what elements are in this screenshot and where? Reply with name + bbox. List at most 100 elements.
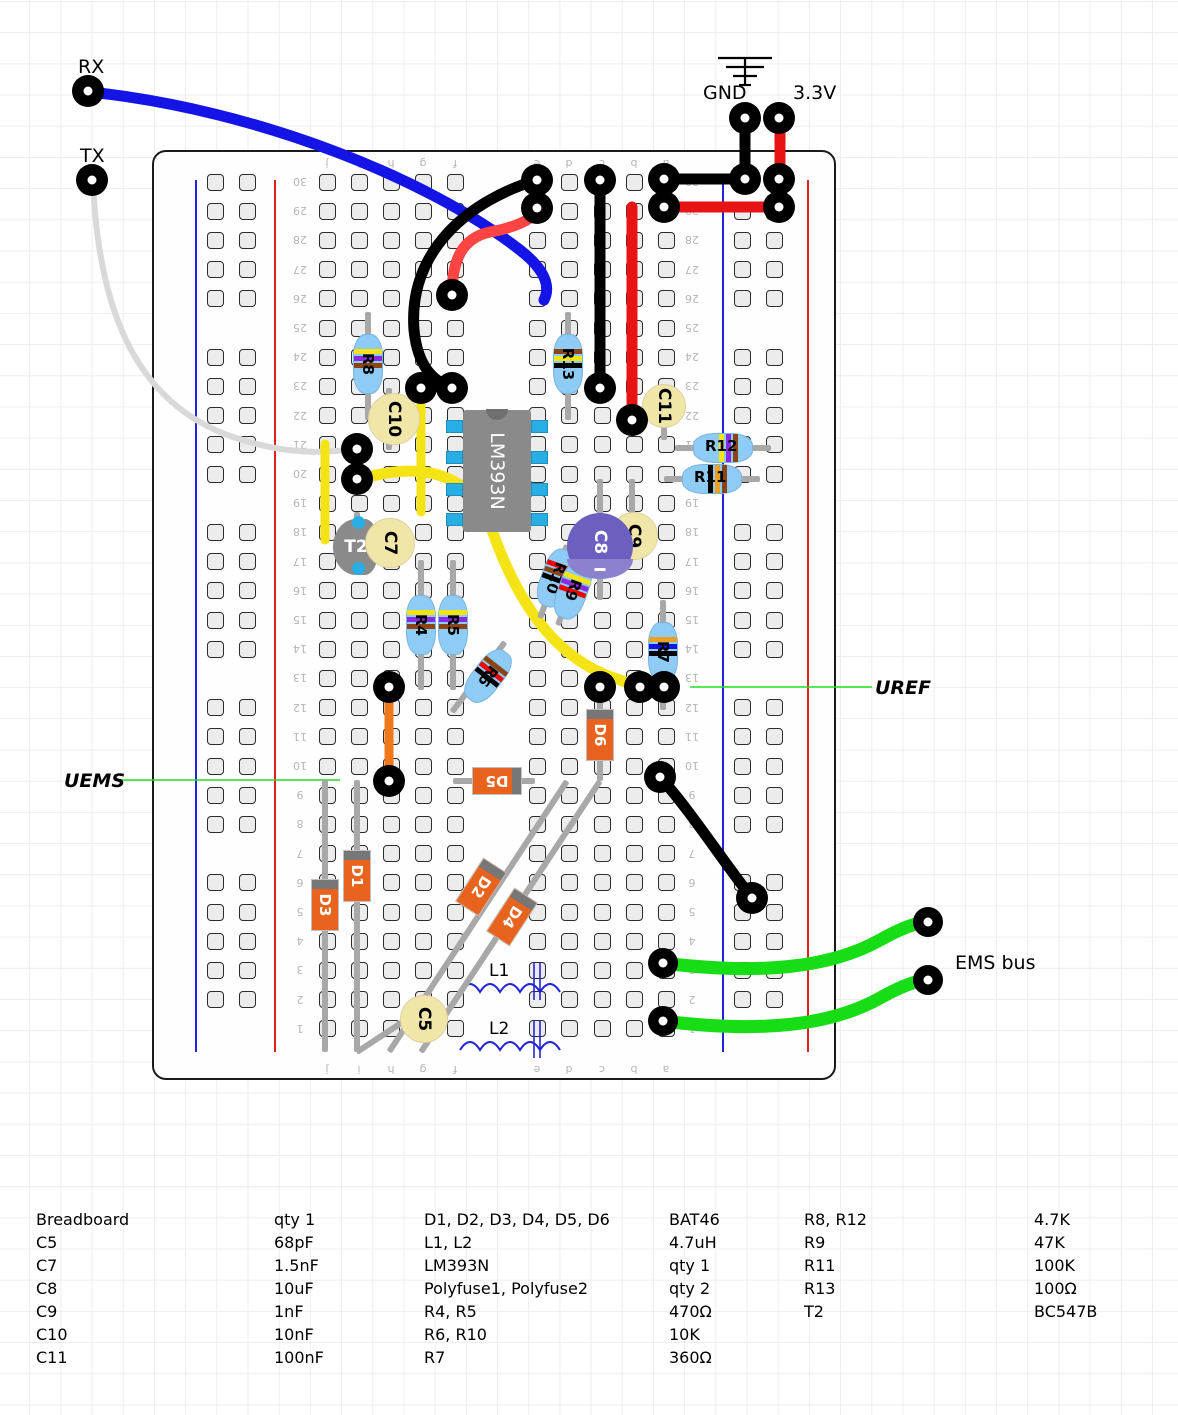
connection-node[interactable] — [763, 191, 795, 223]
hole-i29[interactable] — [350, 202, 368, 220]
connection-node[interactable] — [736, 882, 768, 914]
connection-node[interactable] — [729, 163, 761, 195]
connection-node[interactable] — [648, 671, 680, 703]
connection-node[interactable] — [72, 75, 104, 107]
hole-h25[interactable] — [382, 319, 400, 337]
hole-d13[interactable] — [560, 669, 578, 687]
hole-g28[interactable] — [414, 231, 432, 249]
hole-b21[interactable] — [625, 436, 643, 454]
rail-hole-left[interactable] — [238, 523, 256, 541]
hole-b1[interactable] — [625, 1020, 643, 1038]
hole-b8[interactable] — [625, 815, 643, 833]
hole-f29[interactable] — [446, 202, 464, 220]
rail-hole-right[interactable] — [733, 553, 751, 571]
hole-b25[interactable] — [625, 319, 643, 337]
hole-e9[interactable] — [528, 786, 546, 804]
hole-a16[interactable] — [657, 582, 675, 600]
hole-j24[interactable] — [318, 348, 336, 366]
rail-hole-right[interactable] — [765, 377, 783, 395]
rail-hole-left[interactable] — [238, 202, 256, 220]
hole-c7[interactable] — [593, 845, 611, 863]
rail-hole-right[interactable] — [765, 932, 783, 950]
rail-hole-left[interactable] — [206, 757, 224, 775]
hole-b28[interactable] — [625, 231, 643, 249]
rail-hole-right[interactable] — [765, 728, 783, 746]
rail-hole-right[interactable] — [733, 961, 751, 979]
rail-hole-left[interactable] — [206, 699, 224, 717]
rail-hole-left[interactable] — [206, 465, 224, 483]
hole-i28[interactable] — [350, 231, 368, 249]
hole-j10[interactable] — [318, 757, 336, 775]
connection-node[interactable] — [648, 1006, 678, 1036]
rail-hole-right[interactable] — [733, 377, 751, 395]
rail-hole-right[interactable] — [733, 991, 751, 1009]
hole-g8[interactable] — [414, 815, 432, 833]
hole-j19[interactable] — [318, 494, 336, 512]
rail-hole-left[interactable] — [206, 377, 224, 395]
rail-hole-right[interactable] — [733, 582, 751, 600]
hole-h11[interactable] — [382, 728, 400, 746]
rail-hole-left[interactable] — [238, 757, 256, 775]
hole-g24[interactable] — [414, 348, 432, 366]
rail-hole-right[interactable] — [733, 231, 751, 249]
hole-a25[interactable] — [657, 319, 675, 337]
rail-hole-left[interactable] — [238, 932, 256, 950]
rail-hole-left[interactable] — [238, 348, 256, 366]
hole-d20[interactable] — [560, 465, 578, 483]
rail-hole-left[interactable] — [238, 553, 256, 571]
connection-node[interactable] — [436, 372, 468, 404]
hole-f27[interactable] — [446, 261, 464, 279]
rail-hole-left[interactable] — [238, 961, 256, 979]
hole-b7[interactable] — [625, 845, 643, 863]
hole-h3[interactable] — [382, 961, 400, 979]
hole-a28[interactable] — [657, 231, 675, 249]
hole-j15[interactable] — [318, 611, 336, 629]
hole-c5[interactable] — [593, 903, 611, 921]
hole-i30[interactable] — [350, 173, 368, 191]
rail-hole-right[interactable] — [733, 290, 751, 308]
rail-hole-left[interactable] — [238, 465, 256, 483]
hole-c3[interactable] — [593, 961, 611, 979]
connection-node[interactable] — [763, 163, 795, 195]
hole-g3[interactable] — [414, 961, 432, 979]
hole-b26[interactable] — [625, 290, 643, 308]
rail-hole-left[interactable] — [206, 874, 224, 892]
hole-d14[interactable] — [560, 640, 578, 658]
hole-a7[interactable] — [657, 845, 675, 863]
hole-e1[interactable] — [528, 1020, 546, 1038]
hole-i12[interactable] — [350, 699, 368, 717]
connection-node[interactable] — [648, 163, 680, 195]
connection-node[interactable] — [341, 433, 373, 465]
hole-f8[interactable] — [446, 815, 464, 833]
connection-node[interactable] — [616, 404, 648, 436]
connection-node[interactable] — [584, 372, 616, 404]
hole-f19[interactable] — [446, 494, 464, 512]
rail-hole-left[interactable] — [206, 261, 224, 279]
hole-c25[interactable] — [593, 319, 611, 337]
hole-e28[interactable] — [528, 231, 546, 249]
hole-a4[interactable] — [657, 932, 675, 950]
hole-a5[interactable] — [657, 903, 675, 921]
hole-d7[interactable] — [560, 845, 578, 863]
hole-g7[interactable] — [414, 845, 432, 863]
hole-h30[interactable] — [382, 173, 400, 191]
hole-j23[interactable] — [318, 377, 336, 395]
connection-node[interactable] — [436, 279, 468, 311]
hole-c14[interactable] — [593, 640, 611, 658]
hole-c24[interactable] — [593, 348, 611, 366]
rail-hole-left[interactable] — [238, 815, 256, 833]
hole-g4[interactable] — [414, 932, 432, 950]
hole-c22[interactable] — [593, 407, 611, 425]
hole-a24[interactable] — [657, 348, 675, 366]
hole-j20[interactable] — [318, 465, 336, 483]
hole-i11[interactable] — [350, 728, 368, 746]
rail-hole-right[interactable] — [765, 523, 783, 541]
connection-node[interactable] — [521, 192, 553, 224]
hole-e25[interactable] — [528, 319, 546, 337]
hole-c21[interactable] — [593, 436, 611, 454]
rail-hole-left[interactable] — [206, 202, 224, 220]
rail-hole-right[interactable] — [733, 757, 751, 775]
hole-b10[interactable] — [625, 757, 643, 775]
hole-j13[interactable] — [318, 669, 336, 687]
hole-i19[interactable] — [350, 494, 368, 512]
